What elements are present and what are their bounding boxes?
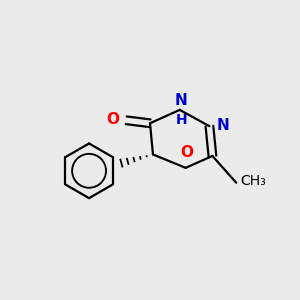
Text: H: H — [176, 113, 187, 127]
Text: N: N — [217, 118, 230, 133]
Text: N: N — [175, 93, 188, 108]
Text: O: O — [107, 112, 120, 127]
Text: O: O — [180, 145, 193, 160]
Text: CH₃: CH₃ — [240, 174, 266, 188]
